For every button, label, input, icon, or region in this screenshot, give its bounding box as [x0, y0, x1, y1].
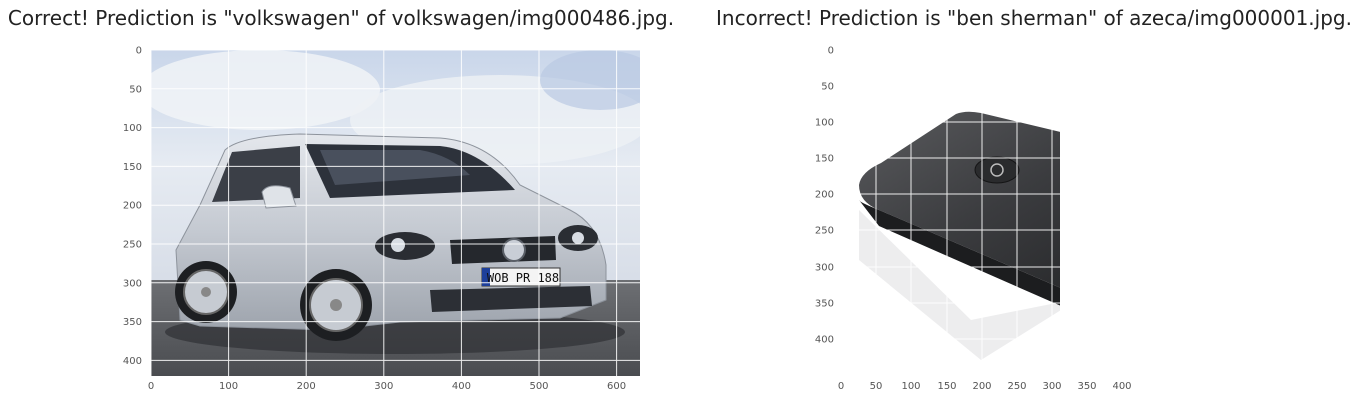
x-tick-label: 400 [1112, 381, 1131, 392]
device-image: AZECA [841, 50, 1115, 371]
license-plate-text: WOB PR 188 [487, 271, 559, 285]
y-tick-label: 350 [123, 317, 142, 328]
y-tick-label: 400 [123, 356, 142, 367]
y-tick-label: 350 [815, 299, 834, 310]
x-tick-label: 400 [452, 381, 471, 392]
x-tick-label: 500 [529, 381, 548, 392]
panel-correct: Correct! Prediction is "volkswagen" of v… [7, 6, 675, 392]
y-tick-label: 200 [815, 190, 834, 201]
x-tick-label: 200 [972, 381, 991, 392]
y-tick-label: 250 [123, 240, 142, 251]
grid-lines [150, 49, 640, 376]
x-tick-label: 150 [937, 381, 956, 392]
y-tick-label: 50 [821, 82, 834, 93]
x-tick-label: 350 [1077, 381, 1096, 392]
image-plot-azeca: AZECA 0 50 100 150 [815, 46, 1132, 393]
y-tick-label: 200 [123, 201, 142, 212]
x-axis: 0 100 200 300 400 500 600 [148, 381, 626, 392]
y-tick-label: 100 [815, 118, 834, 129]
x-tick-label: 50 [870, 381, 883, 392]
x-tick-label: 300 [1042, 381, 1061, 392]
x-tick-label: 0 [838, 381, 844, 392]
y-axis: 0 50 100 150 200 250 300 350 400 [815, 46, 834, 346]
x-tick-label: 100 [901, 381, 920, 392]
image-plot-volkswagen: WOB PR 188 [123, 46, 640, 392]
panel-title: Correct! Prediction is "volkswagen" of v… [7, 6, 675, 30]
y-tick-label: 150 [123, 162, 142, 173]
y-tick-label: 50 [129, 84, 142, 95]
car-image: WOB PR 188 [151, 50, 640, 376]
y-tick-label: 0 [136, 46, 142, 57]
device-brand: AZECA [1068, 136, 1115, 202]
y-tick-label: 250 [815, 226, 834, 237]
y-tick-label: 150 [815, 154, 834, 165]
y-axis: 0 50 100 150 200 250 300 350 400 [123, 46, 142, 367]
grid-lines [840, 49, 1060, 371]
x-tick-label: 600 [607, 381, 626, 392]
y-tick-label: 300 [815, 263, 834, 274]
y-tick-label: 0 [828, 46, 834, 57]
y-tick-label: 300 [123, 278, 142, 289]
panel-incorrect: Incorrect! Prediction is "ben sherman" o… [681, 0, 1362, 400]
y-tick-label: 100 [123, 123, 142, 134]
x-tick-label: 0 [148, 381, 154, 392]
x-tick-label: 250 [1007, 381, 1026, 392]
x-tick-label: 200 [297, 381, 316, 392]
y-tick-label: 400 [815, 335, 834, 346]
x-tick-label: 300 [374, 381, 393, 392]
x-tick-label: 100 [219, 381, 238, 392]
panel-title: Incorrect! Prediction is "ben sherman" o… [716, 6, 1352, 30]
x-axis: 0 50 100 150 200 250 300 350 400 [838, 381, 1132, 392]
